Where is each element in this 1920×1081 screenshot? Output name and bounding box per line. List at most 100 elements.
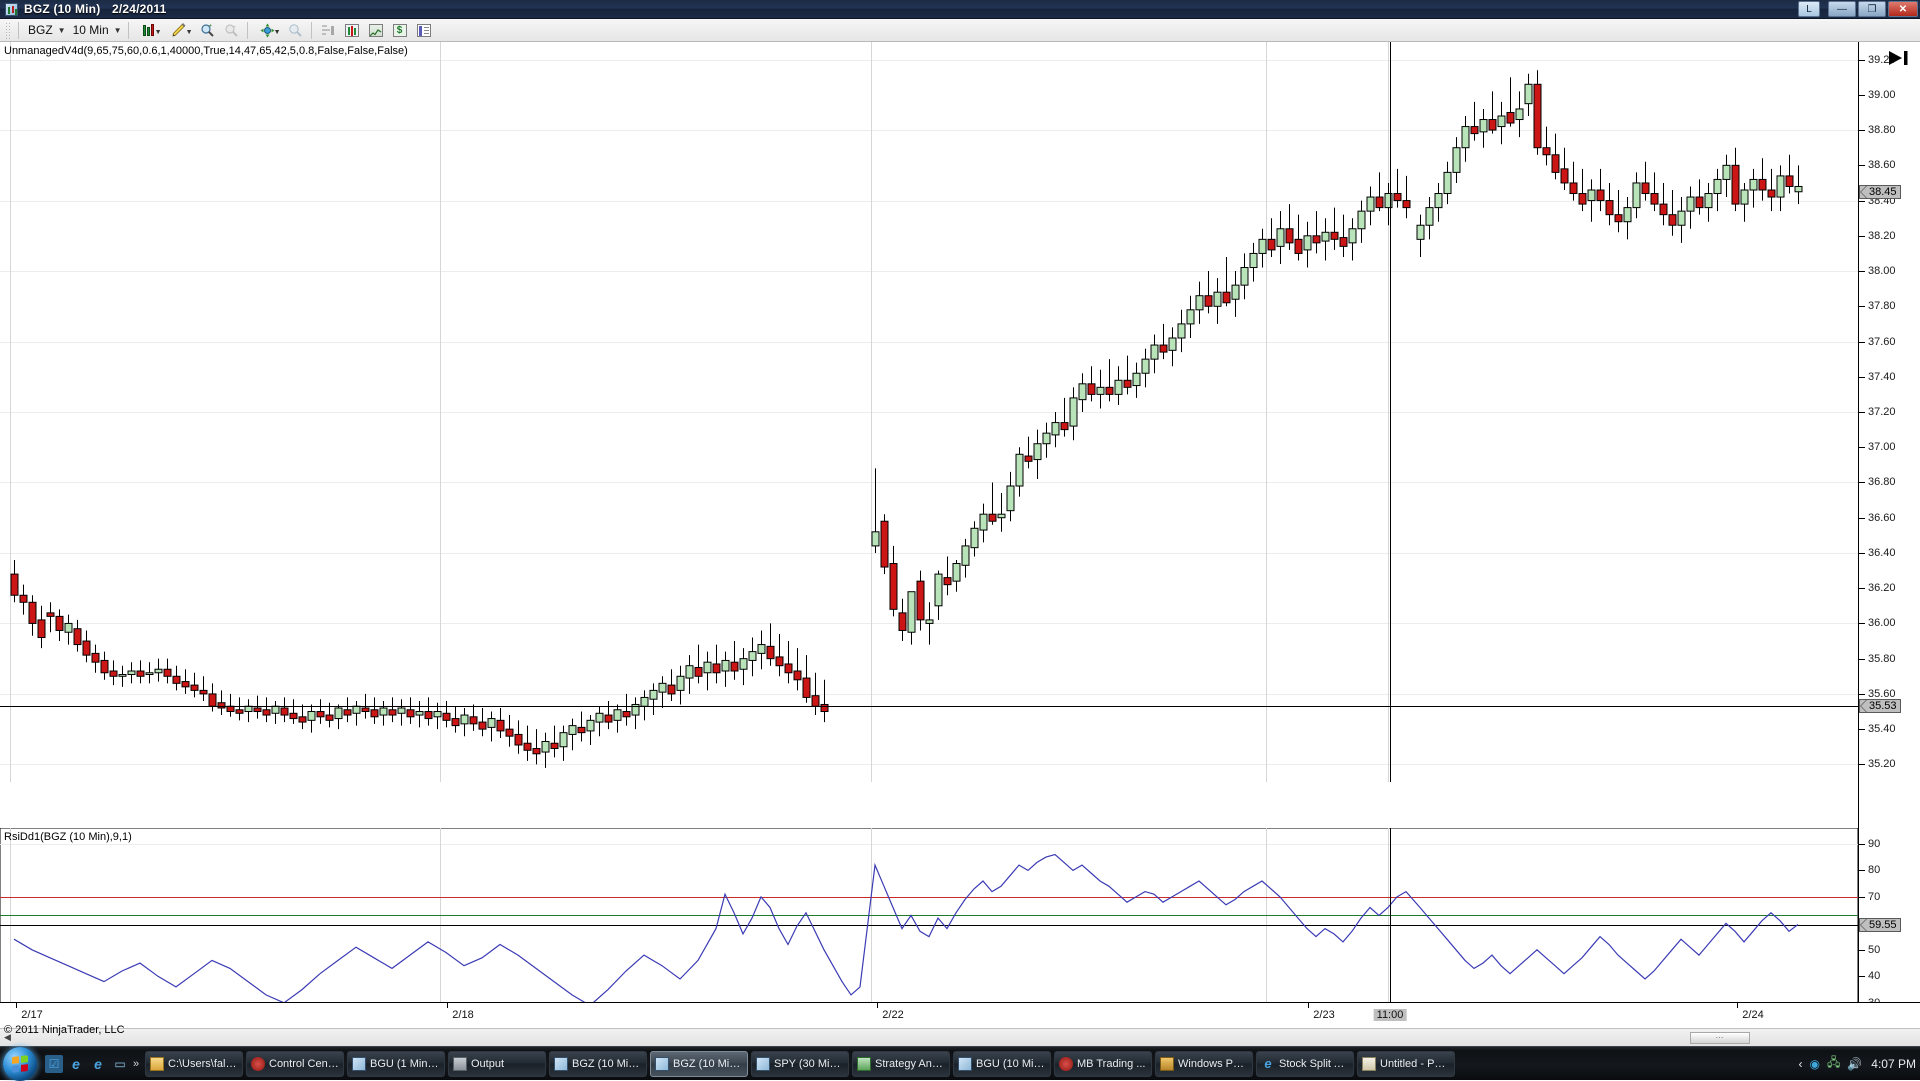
zoom-in-button[interactable]: + xyxy=(196,21,218,40)
price-tick-label: 37.40 xyxy=(1868,371,1896,383)
price-tick-label: 36.00 xyxy=(1868,617,1896,629)
scroll-left-icon[interactable]: ◀ xyxy=(4,1032,11,1042)
date-axis-label: 2/23 xyxy=(1313,1009,1335,1021)
start-button[interactable] xyxy=(3,1046,37,1081)
date-tick xyxy=(1308,1003,1309,1008)
folder-icon xyxy=(150,1056,164,1071)
price-tick-label: 38.20 xyxy=(1868,230,1896,242)
task-stock-split[interactable]: e Stock Split Af... xyxy=(1256,1050,1354,1077)
close-button[interactable]: ✕ xyxy=(1888,1,1918,17)
axis-tick xyxy=(1859,729,1865,730)
task-output[interactable]: Output xyxy=(448,1050,546,1077)
chart-icon xyxy=(958,1056,972,1071)
chart-trader-button[interactable] xyxy=(341,21,363,40)
window-buttons: L — ❐ ✕ xyxy=(1798,1,1918,17)
axis-tick xyxy=(1859,976,1865,977)
task-bgz-10min-a[interactable]: BGZ (10 Min)... xyxy=(549,1050,647,1077)
taskbar-button-label: Windows Ph... xyxy=(1178,1057,1248,1070)
indicators-icon xyxy=(321,24,334,35)
crosshair-time-label: 11:00 xyxy=(1373,1009,1407,1021)
date-tick xyxy=(16,1003,17,1008)
rsi-tick-label: 90 xyxy=(1868,838,1881,850)
chart-toolbar: BGZ ▼ 10 Min ▼ ▼ ▼ + xyxy=(0,19,1920,42)
minimize-button[interactable]: — xyxy=(1828,1,1856,17)
drawing-tools-button[interactable]: ▼ xyxy=(165,21,194,40)
task-explorer[interactable]: C:\Users\fald... xyxy=(145,1050,243,1077)
chart-icon xyxy=(756,1056,770,1071)
price-panel[interactable] xyxy=(0,42,1858,783)
taskbar-button-label: Strategy Anal... xyxy=(875,1057,945,1070)
task-spy-30min[interactable]: SPY (30 Min)... xyxy=(751,1050,849,1077)
indicators-button[interactable] xyxy=(317,21,339,40)
task-bgu-10min[interactable]: BGU (10 Min)... xyxy=(953,1050,1051,1077)
price-tick-label: 36.40 xyxy=(1868,547,1896,559)
ninjatrader-icon xyxy=(251,1056,265,1071)
taskbar-clock[interactable]: 4:07 PM xyxy=(1871,1056,1916,1071)
task-mb-trading[interactable]: MB Trading ... xyxy=(1054,1050,1152,1077)
interval-selector[interactable]: 10 Min ▼ xyxy=(68,21,124,39)
date-axis-label: 2/17 xyxy=(21,1009,43,1021)
internet-explorer-icon[interactable]: e xyxy=(72,1055,80,1072)
chart-scrollbar[interactable]: ◀ ⋯ xyxy=(0,1028,1920,1046)
chart-area[interactable]: UnmanagedV4d(9,65,75,60,0.6,1,40000,True… xyxy=(0,42,1920,1036)
axis-tick xyxy=(1859,165,1865,166)
output-icon xyxy=(453,1056,467,1071)
task-windows-photo[interactable]: Windows Ph... xyxy=(1155,1050,1253,1077)
order-entry-button[interactable]: $ xyxy=(389,21,411,40)
tray-network-icon[interactable]: 🖧 xyxy=(1826,1055,1841,1069)
windows-taskbar: ☑ e e ▭» C:\Users\fald... Control Cent... BGU… xyxy=(0,1046,1920,1081)
chart-style-button[interactable]: ▼ xyxy=(134,21,163,40)
price-tick-label: 35.40 xyxy=(1868,723,1896,735)
price-tick-label: 36.20 xyxy=(1868,582,1896,594)
tray-expand-icon[interactable]: ‹ xyxy=(1798,1056,1803,1071)
rsi-panel[interactable] xyxy=(0,827,1859,1025)
date-axis[interactable]: 2/17 2/18 2/22 2/23 2/24 11:00 xyxy=(0,1002,1920,1028)
rsi-value-marker: 59.55 xyxy=(1859,918,1901,932)
dollar-icon: $ xyxy=(392,23,407,37)
task-bgu-1min[interactable]: BGU (1 Min)... xyxy=(347,1050,445,1077)
window-title: BGZ (10 Min) 2/24/2011 xyxy=(24,2,166,16)
browser-icon[interactable]: e xyxy=(94,1055,102,1072)
taskbar-button-label: SPY (30 Min)... xyxy=(774,1057,844,1070)
zoom-out-icon xyxy=(224,24,238,37)
date-axis-label: 2/24 xyxy=(1742,1009,1764,1021)
strategy-icon xyxy=(857,1056,871,1071)
price-axis[interactable]: 39.20 39.00 38.80 38.60 38.40 38.20 38.00 37.80… xyxy=(1858,42,1920,1024)
tray-volume-icon[interactable]: 🔊 xyxy=(1847,1056,1863,1071)
interval-label: 10 Min xyxy=(72,23,109,37)
media-icon[interactable]: ▭ xyxy=(114,1056,126,1071)
instrument-label: BGZ xyxy=(28,23,53,37)
layout-button[interactable]: L xyxy=(1798,1,1820,17)
show-desktop-icon[interactable]: ☑ xyxy=(45,1054,63,1073)
rsi-indicator-label: RsiDd1(BGZ (10 Min),9,1) xyxy=(4,831,132,843)
last-price-marker: 38.45 xyxy=(1859,185,1901,199)
task-bgz-10min-b[interactable]: BGZ (10 Min)... xyxy=(650,1050,748,1077)
taskbar-button-label: Untitled - Pai... xyxy=(1380,1057,1450,1070)
axis-tick xyxy=(1859,342,1865,343)
taskbar-button-label: BGZ (10 Min)... xyxy=(673,1057,743,1070)
instrument-selector[interactable]: BGZ ▼ xyxy=(23,21,68,39)
task-strategy-analyzer[interactable]: Strategy Anal... xyxy=(852,1050,950,1077)
scroll-thumb[interactable]: ⋯ xyxy=(1690,1031,1750,1044)
crosshair-button[interactable]: ▼ xyxy=(253,21,282,40)
restore-button[interactable]: ❐ xyxy=(1858,1,1886,17)
taskbar-button-label: C:\Users\fald... xyxy=(168,1057,238,1070)
strategies-button[interactable] xyxy=(365,21,387,40)
chart-icon xyxy=(554,1056,568,1071)
tray-dropbox-icon[interactable]: ◉ xyxy=(1809,1056,1820,1071)
more-icon[interactable]: » xyxy=(133,1057,140,1070)
quick-launch-bar: ☑ e e ▭ » xyxy=(45,1054,140,1073)
axis-tick xyxy=(1859,950,1865,951)
play-to-end-icon[interactable] xyxy=(1888,50,1912,66)
axis-tick xyxy=(1859,306,1865,307)
task-paint[interactable]: Untitled - Pai... xyxy=(1357,1050,1455,1077)
data-box-button[interactable] xyxy=(284,21,306,40)
magnifier-icon xyxy=(288,24,302,37)
toolbar-grip[interactable] xyxy=(5,21,11,39)
properties-button[interactable] xyxy=(413,21,435,40)
zoom-out-button[interactable] xyxy=(220,21,242,40)
axis-tick xyxy=(1859,130,1865,131)
axis-tick xyxy=(1859,518,1865,519)
pencil-icon xyxy=(172,23,186,37)
task-control-center[interactable]: Control Cent... xyxy=(246,1050,344,1077)
